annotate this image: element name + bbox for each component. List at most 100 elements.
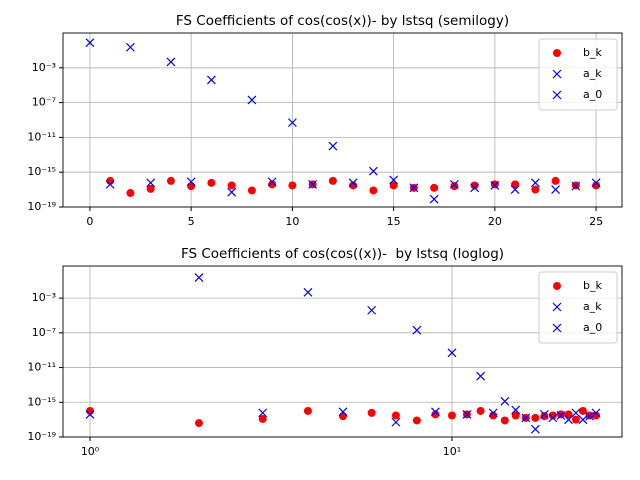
- point: [303, 406, 312, 415]
- point: [391, 417, 401, 427]
- point: [126, 189, 135, 198]
- y-tick-label: 10⁻⁷: [32, 326, 56, 339]
- chart-title: FS Coefficients of cos(cos(x))- by lstsq…: [176, 13, 509, 29]
- point: [146, 178, 156, 188]
- point: [391, 411, 400, 420]
- legend-label: b_k: [583, 46, 602, 59]
- point: [511, 411, 520, 420]
- point: [490, 180, 499, 189]
- point: [369, 186, 378, 195]
- point: [328, 141, 338, 151]
- point: [447, 411, 456, 420]
- point: [431, 410, 440, 419]
- point: [548, 411, 557, 420]
- y-tick-label: 10⁻⁷: [32, 96, 56, 109]
- point: [207, 178, 216, 187]
- y-tick-label: 10⁻¹¹: [27, 130, 56, 143]
- legend-box: [538, 38, 618, 111]
- legend-marker: [553, 282, 561, 290]
- point: [551, 176, 560, 185]
- legend-label: a_0: [583, 321, 602, 334]
- point: [194, 273, 204, 283]
- point: [578, 415, 588, 425]
- x-tick-label: 0: [86, 215, 93, 228]
- point: [585, 411, 594, 421]
- point: [429, 194, 439, 204]
- point: [430, 183, 439, 192]
- point: [367, 408, 376, 417]
- point: [368, 166, 378, 176]
- point: [591, 411, 600, 420]
- point: [539, 409, 549, 419]
- point: [571, 181, 581, 191]
- point: [389, 175, 399, 185]
- point: [531, 185, 540, 194]
- point: [556, 410, 565, 419]
- legend-marker: [552, 323, 562, 333]
- axes-frame: [62, 32, 623, 208]
- x-tick-label: 20: [488, 215, 502, 228]
- point: [267, 177, 277, 187]
- point: [591, 408, 601, 418]
- point: [530, 424, 540, 434]
- point: [85, 409, 95, 419]
- point: [490, 181, 500, 190]
- point: [488, 408, 498, 418]
- point: [166, 176, 175, 185]
- axes: FS Coefficients of cos(cos((x))- by lsts…: [27, 246, 623, 458]
- point: [328, 176, 337, 185]
- point: [258, 414, 267, 423]
- legend-box: [538, 271, 618, 344]
- y-tick-label: 10⁻¹¹: [27, 361, 56, 374]
- point: [470, 183, 480, 193]
- point: [247, 95, 257, 105]
- point: [125, 42, 135, 52]
- point: [564, 410, 573, 419]
- y-tick-label: 10⁻³: [32, 291, 56, 304]
- point: [470, 181, 479, 190]
- chart-title: FS Coefficients of cos(cos((x))- by lsts…: [181, 246, 504, 262]
- points: [85, 38, 601, 204]
- point: [412, 416, 421, 425]
- point: [389, 181, 398, 190]
- x-tick-label: 15: [387, 215, 401, 228]
- point: [409, 183, 419, 193]
- point: [338, 407, 348, 417]
- legend-marker: [552, 302, 562, 312]
- legend-marker: [552, 69, 562, 79]
- point: [476, 371, 486, 381]
- point: [85, 38, 95, 48]
- point: [489, 411, 498, 420]
- point: [206, 75, 216, 85]
- point: [531, 413, 540, 422]
- point: [227, 181, 236, 190]
- point: [592, 181, 601, 190]
- legend-label: a_k: [583, 67, 602, 80]
- legend-marker: [553, 49, 561, 57]
- legend-marker: [552, 90, 562, 100]
- x-tick-label: 10¹: [443, 445, 461, 458]
- point: [303, 287, 313, 297]
- x-tick-label: 5: [188, 215, 195, 228]
- point: [247, 186, 256, 195]
- point: [187, 182, 196, 191]
- point: [348, 178, 358, 188]
- point: [227, 187, 237, 197]
- points: [85, 273, 601, 434]
- point: [194, 419, 203, 428]
- point: [146, 184, 155, 193]
- point: [551, 185, 561, 195]
- point: [564, 415, 574, 425]
- y-tick-label: 10⁻¹⁵: [27, 165, 56, 178]
- point: [268, 180, 277, 189]
- legend: b_k a_k a_0: [538, 38, 618, 111]
- point: [510, 185, 520, 195]
- point: [571, 408, 581, 418]
- point: [500, 396, 510, 406]
- point: [287, 118, 297, 128]
- point: [367, 305, 377, 315]
- point: [450, 182, 459, 191]
- axes-frame: [62, 265, 623, 438]
- point: [186, 177, 196, 187]
- point: [548, 413, 558, 423]
